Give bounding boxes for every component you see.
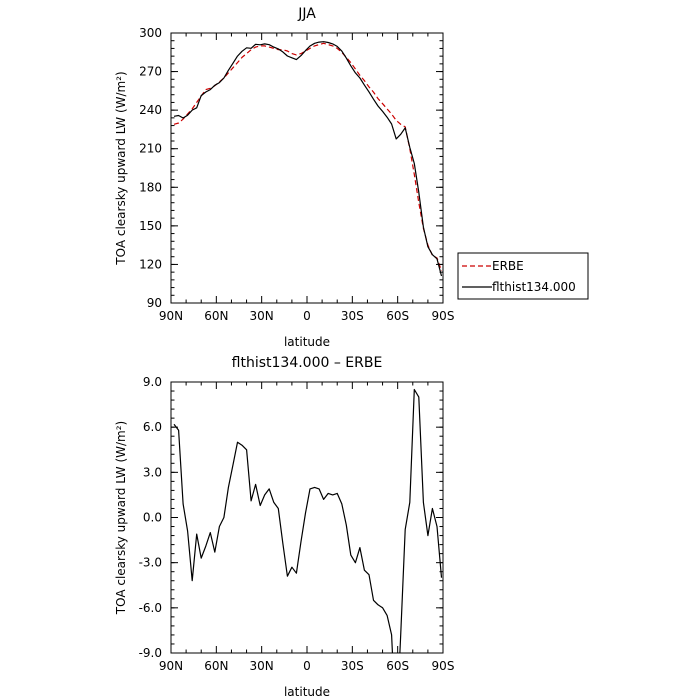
y-tick-label: -6.0 [139, 601, 162, 615]
legend: ERBE flthist134.000 [457, 252, 589, 300]
x-tick-label: 60N [204, 309, 228, 323]
x-tick-label: 0 [303, 309, 311, 323]
difference-line [173, 388, 443, 653]
x-tick-label: 90S [432, 659, 455, 673]
x-tick-label: 30S [341, 659, 364, 673]
y-tick-label: 120 [139, 257, 162, 271]
y-axis-title: TOA clearsky upward LW (W/m²) [114, 421, 128, 615]
y-tick-label: 0.0 [143, 511, 162, 525]
y-tick-label: -9.0 [139, 646, 162, 660]
x-tick-label: 60S [386, 309, 409, 323]
x-tick-label: 30N [250, 309, 274, 323]
legend-label-erbe: ERBE [492, 259, 524, 273]
y-tick-label: 180 [139, 180, 162, 194]
y-tick-label: 300 [139, 26, 162, 40]
x-tick-label: 60S [386, 659, 409, 673]
x-tick-label: 60N [204, 659, 228, 673]
x-tick-label: 0 [303, 659, 311, 673]
y-tick-label: -3.0 [139, 556, 162, 570]
y-tick-label: 90 [147, 296, 162, 310]
plot-frame [170, 32, 444, 304]
legend-label-model: flthist134.000 [492, 280, 576, 294]
y-tick-label: 3.0 [143, 465, 162, 479]
x-tick-label: 30N [250, 659, 274, 673]
y-tick-label: 240 [139, 103, 162, 117]
x-tick-label: 90N [159, 309, 183, 323]
chart-title: JJA [297, 6, 316, 22]
y-tick-label: 6.0 [143, 420, 162, 434]
y-tick-label: 9.0 [143, 375, 162, 389]
series-line-erbe [173, 42, 443, 272]
top-chart: 90N 60N 30N 0 30S 60S 90S 90 120 150 180 210 240 270 3… [114, 6, 454, 349]
y-axis-title: TOA clearsky upward LW (W/m²) [114, 71, 128, 265]
y-tick-label: 270 [139, 65, 162, 79]
x-tick-label: 30S [341, 309, 364, 323]
x-axis-title: latitude [284, 335, 330, 349]
chart-title: flthist134.000 – ERBE [232, 355, 383, 371]
legend-box [457, 252, 589, 300]
x-tick-label: 90S [432, 309, 455, 323]
series-line-flthist134-000 [173, 41, 443, 277]
y-tick-label: 210 [139, 142, 162, 156]
x-tick-label: 90N [159, 659, 183, 673]
bottom-chart: 90N 60N 30N 0 30S 60S 90S -9.0 -6.0 -3.0 0.0 3.0 6.0… [114, 355, 455, 699]
x-axis-title: latitude [284, 685, 330, 699]
y-tick-label: 150 [139, 219, 162, 233]
